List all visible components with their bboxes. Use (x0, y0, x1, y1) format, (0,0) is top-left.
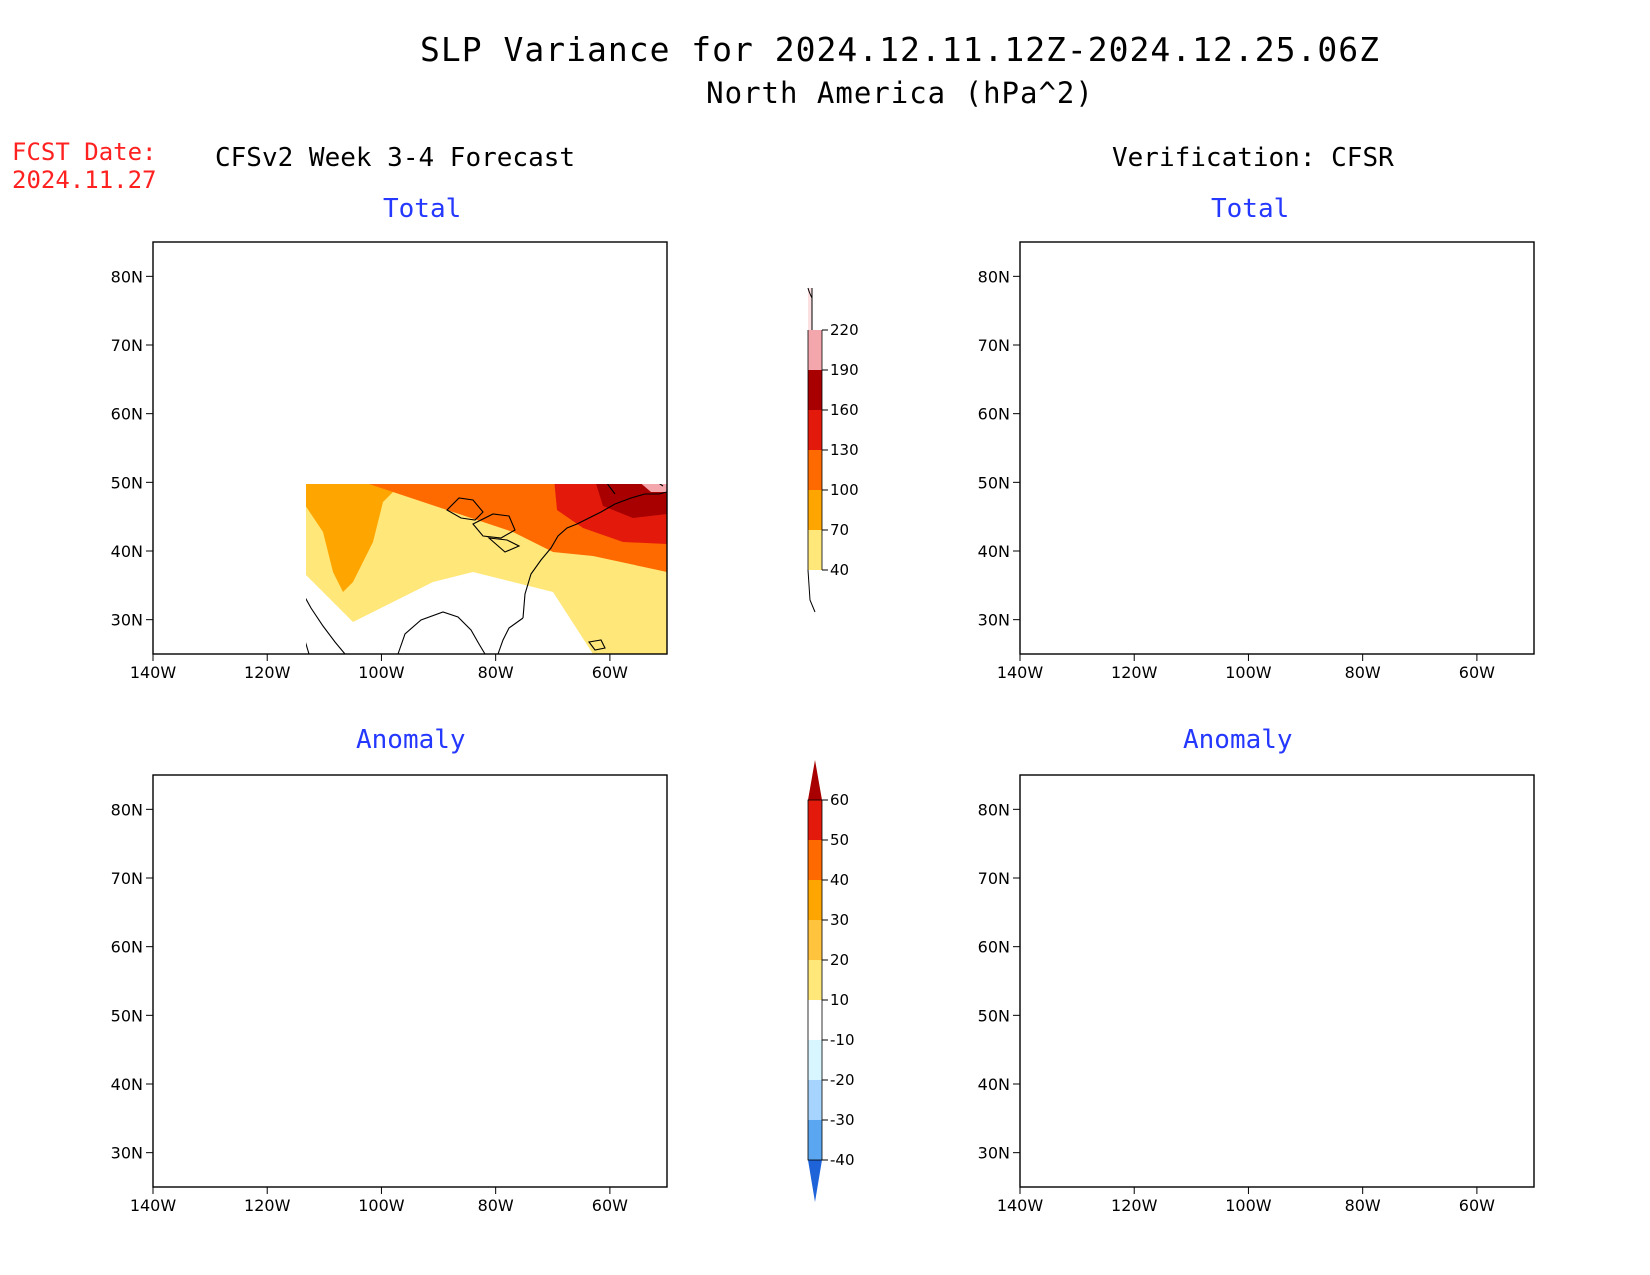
lat-tick-label: 30N (978, 1144, 1010, 1163)
lat-tick-label: 70N (111, 869, 143, 888)
lon-tick-label: 80W (478, 663, 514, 682)
colorbar-label: 20 (830, 951, 849, 969)
colorbar-label: 70 (830, 521, 849, 539)
forecast-column-header: CFSv2 Week 3-4 Forecast (215, 143, 576, 173)
lat-tick-label: 80N (111, 800, 143, 819)
colorbar-label: 10 (830, 991, 849, 1009)
lon-tick-label: 60W (592, 1196, 628, 1215)
colorbar-label: 40 (830, 561, 849, 579)
lon-tick-label: 60W (1459, 1196, 1495, 1215)
verification-column-header: Verification: CFSR (1112, 143, 1394, 173)
lat-tick-label: 80N (111, 267, 143, 286)
lon-tick-label: 60W (1459, 663, 1495, 682)
lat-tick-label: 40N (111, 1075, 143, 1094)
verification-total-title: Total (1211, 194, 1290, 224)
lat-tick-label: 80N (978, 267, 1010, 286)
colorbar-label: 40 (830, 871, 849, 889)
lat-tick-label: 80N (978, 800, 1010, 819)
colorbar-label: -20 (830, 1071, 855, 1089)
lon-tick-label: 80W (1345, 1196, 1381, 1215)
lat-tick-label: 50N (111, 473, 143, 492)
lon-tick-label: 140W (130, 663, 177, 682)
colorbar-label: 50 (830, 831, 849, 849)
fcst-date-caption: FCST Date: (12, 138, 157, 166)
lat-tick-label: 70N (978, 869, 1010, 888)
lon-tick-label: 140W (130, 1196, 177, 1215)
forecast-anomaly-map (152, 774, 668, 1188)
lat-tick-label: 70N (111, 336, 143, 355)
verification-total-map (1019, 241, 1535, 655)
forecast-total-map (152, 241, 668, 655)
lat-tick-label: 70N (978, 336, 1010, 355)
colorbar-label: 160 (830, 401, 859, 419)
lat-tick-label: 60N (111, 938, 143, 957)
lat-tick-label: 40N (111, 542, 143, 561)
lat-tick-label: 50N (978, 473, 1010, 492)
lat-tick-label: 30N (111, 1144, 143, 1163)
colorbar-label: -10 (830, 1031, 855, 1049)
lat-tick-label: 60N (978, 405, 1010, 424)
forecast-total-title: Total (383, 194, 462, 224)
lon-tick-label: 140W (997, 663, 1044, 682)
total-colorbar: 40 70 100 130 160 190 220 (807, 287, 859, 613)
lon-tick-label: 100W (1225, 663, 1272, 682)
lon-tick-label: 80W (478, 1196, 514, 1215)
lat-tick-label: 60N (978, 938, 1010, 957)
main-title: SLP Variance for 2024.12.11.12Z-2024.12.… (420, 30, 1380, 69)
colorbar-label: 130 (830, 441, 859, 459)
fcst-date-value: 2024.11.27 (12, 166, 157, 194)
colorbar-label: 190 (830, 361, 859, 379)
colorbar-label: 60 (830, 791, 849, 809)
fcst-date-label: FCST Date: 2024.11.27 (12, 138, 157, 194)
lon-tick-label: 100W (1225, 1196, 1272, 1215)
lon-tick-label: 120W (1111, 663, 1158, 682)
lon-tick-label: 140W (997, 1196, 1044, 1215)
lon-tick-label: 120W (1111, 1196, 1158, 1215)
lat-tick-label: 40N (978, 1075, 1010, 1094)
map-axes: 80N 70N 60N 50N 40N 30N 140W 120W 100W 80W 60W 80N 7… (111, 267, 1495, 1215)
lon-tick-label: 100W (358, 1196, 405, 1215)
lat-tick-label: 30N (111, 611, 143, 630)
verification-anomaly-map (1019, 774, 1535, 1188)
lat-tick-label: 30N (978, 611, 1010, 630)
colorbar-label: 220 (830, 321, 859, 339)
lat-tick-label: 50N (111, 1006, 143, 1025)
lon-tick-label: 120W (244, 663, 291, 682)
lon-tick-label: 120W (244, 1196, 291, 1215)
colorbar-label: 100 (830, 481, 859, 499)
verification-anomaly-title: Anomaly (1183, 725, 1293, 755)
colorbar-label: 30 (830, 911, 849, 929)
lat-tick-label: 60N (111, 405, 143, 424)
colorbar-label: -30 (830, 1111, 855, 1129)
lon-tick-label: 60W (592, 663, 628, 682)
forecast-anomaly-title: Anomaly (356, 725, 466, 755)
lat-tick-label: 50N (978, 1006, 1010, 1025)
anomaly-colorbar: 60 50 40 30 20 10 -10 -20 -30 -40 (807, 760, 855, 1202)
lat-tick-label: 40N (978, 542, 1010, 561)
lon-tick-label: 80W (1345, 663, 1381, 682)
colorbar-label: -40 (830, 1151, 855, 1169)
main-subtitle: North America (hPa^2) (706, 76, 1094, 110)
lon-tick-label: 100W (358, 663, 405, 682)
